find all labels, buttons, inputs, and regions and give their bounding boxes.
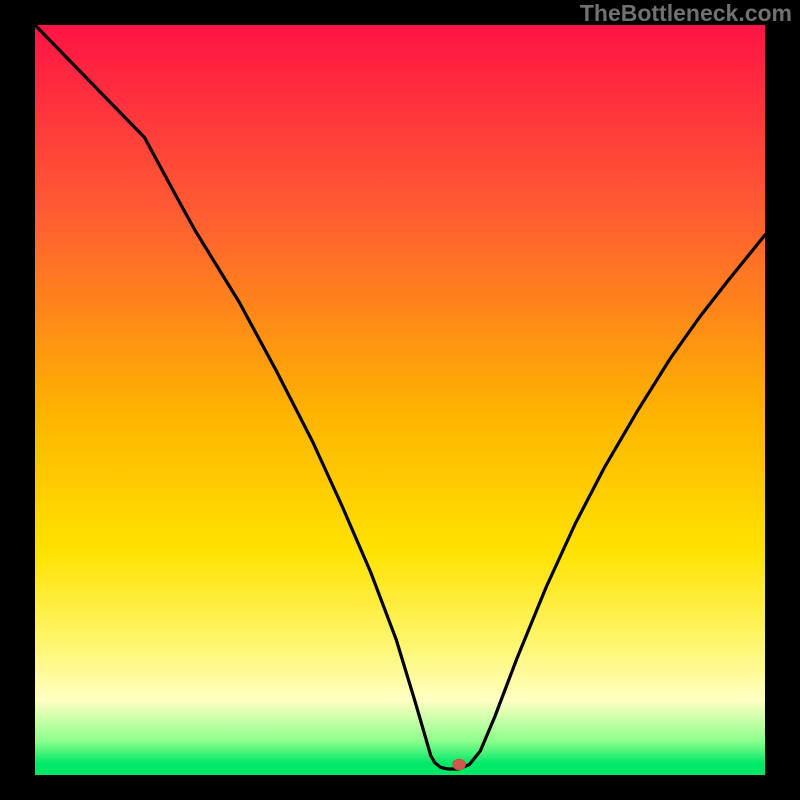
minimum-marker <box>453 759 466 770</box>
watermark-text: TheBottleneck.com <box>580 0 792 27</box>
bottleneck-chart <box>0 0 800 800</box>
chart-container: TheBottleneck.com <box>0 0 800 800</box>
